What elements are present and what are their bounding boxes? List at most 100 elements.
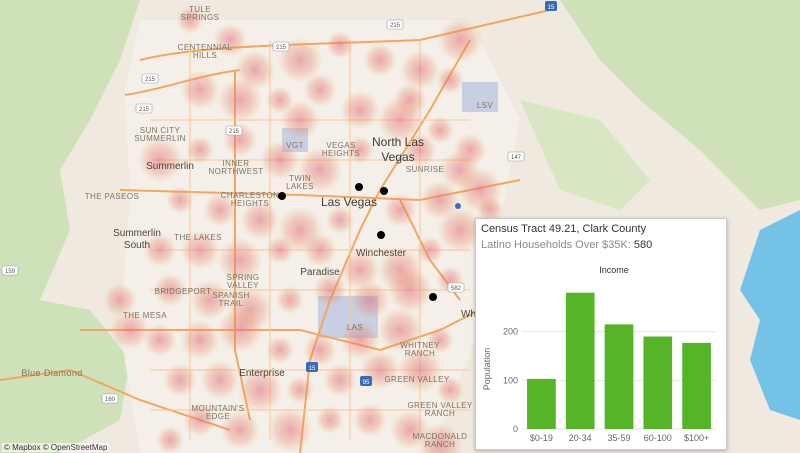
x-tick-label: 35-59 xyxy=(607,433,630,443)
area-label-centennial-2: HILLS xyxy=(193,51,217,60)
shield-95 xyxy=(360,376,372,386)
heat-blob xyxy=(387,267,433,313)
area-label-spanish-2: TRAIL xyxy=(219,299,244,308)
heat-blob xyxy=(200,360,240,400)
heat-blob xyxy=(326,206,354,234)
area-label-mesa: THE MESA xyxy=(123,311,167,320)
area-label-spanish-1: SPANISH xyxy=(212,291,249,300)
tract-marker[interactable] xyxy=(380,187,388,195)
shield-147 xyxy=(507,151,525,162)
city-label-enterprise: Enterprise xyxy=(239,368,285,379)
x-tick-label: $0-19 xyxy=(530,433,553,443)
heat-blob xyxy=(180,70,220,110)
area-label-sunrise: SUNRISE xyxy=(406,165,444,174)
shield-582 xyxy=(447,282,465,293)
area-label-suncity-2: SUMMERLIN xyxy=(134,134,186,143)
airport-label-lsv: LSV xyxy=(477,101,494,110)
tract-marker[interactable] xyxy=(278,192,286,200)
x-ticks: $0-19 20-34 35-59 60-100 $100+ xyxy=(530,433,709,443)
area-label-mountains-2: EDGE xyxy=(206,412,230,421)
area-label-inner-2: NORTHWEST xyxy=(208,167,263,176)
area-label-centennial-1: CENTENNIAL xyxy=(178,43,233,52)
bar-20-34[interactable] xyxy=(565,292,595,429)
chart-bars xyxy=(527,292,711,429)
heat-blob xyxy=(143,323,177,357)
heat-blob xyxy=(266,336,294,364)
heat-blob xyxy=(476,196,504,224)
markers[interactable] xyxy=(278,183,461,301)
heat-blob xyxy=(237,367,283,413)
city-labels: Las Vegas North Las Vegas Winchester Par… xyxy=(21,135,424,379)
area-label-gvranch-1: GREEN VALLEY xyxy=(407,401,472,410)
area-label-whitney-2: RANCH xyxy=(405,349,435,358)
area-label-inner-1: INNER xyxy=(223,159,250,168)
bar-35-59[interactable] xyxy=(604,324,634,429)
heat-blob xyxy=(297,147,343,193)
heat-blob xyxy=(377,97,423,143)
heat-blob xyxy=(213,23,247,57)
heat-blob xyxy=(416,236,444,264)
city-label-north-las-vegas-1: North Las xyxy=(372,135,424,149)
heat-blob xyxy=(137,137,183,183)
heat-blob xyxy=(280,100,320,140)
city-label-paradise: Paradise xyxy=(300,267,340,278)
airport-label-las: LAS xyxy=(347,323,363,332)
heat-blob xyxy=(103,283,137,317)
tooltip-panel: Census Tract 49.21, Clark County Latino … xyxy=(475,218,727,450)
shield-159-label: 159 xyxy=(5,269,16,275)
y-tick-label: 100 xyxy=(503,375,518,385)
area-label-vegasheights-2: HEIGHTS xyxy=(322,149,360,158)
city-label-blue-diamond: Blue Diamond xyxy=(21,368,82,378)
shield-147-label: 147 xyxy=(511,155,522,161)
area-label-charleston-1: CHARLESTON xyxy=(221,191,280,200)
income-chart: Income Population 0 100 200 $0-19 20-34 35-5… xyxy=(482,265,716,443)
heat-blob xyxy=(346,136,374,164)
heat-blob xyxy=(403,133,437,167)
bar-$0-19[interactable] xyxy=(527,378,556,429)
shield-215-top xyxy=(272,41,290,52)
park-area-southwest xyxy=(0,300,130,453)
heat-blob xyxy=(143,233,177,267)
heat-blob xyxy=(220,410,260,450)
heat-blob xyxy=(217,307,263,353)
tract-marker[interactable] xyxy=(355,183,363,191)
shield-159 xyxy=(1,265,19,276)
park-area-west xyxy=(0,0,140,330)
location-marker[interactable] xyxy=(455,203,461,209)
bar-$100+[interactable] xyxy=(682,342,711,429)
y-ticks: 0 100 200 xyxy=(503,327,518,434)
heat-blob xyxy=(323,363,357,397)
map-attribution[interactable]: © Mapbox © OpenStreetMap xyxy=(2,443,110,452)
shield-95-label: 95 xyxy=(363,380,370,386)
x-tick-label: $100+ xyxy=(684,433,709,443)
area-label-vegasheights-1: VEGAS xyxy=(326,141,356,150)
heat-blob xyxy=(176,6,204,34)
heat-blob xyxy=(436,66,464,94)
heat-blob xyxy=(303,333,337,367)
heat-blob xyxy=(383,193,417,227)
city-label-north-las-vegas-2: Vegas xyxy=(381,150,414,164)
heat-blob xyxy=(267,407,313,453)
heat-blob xyxy=(303,73,337,107)
tooltip-metric: Latino Households Over $35K: 580 xyxy=(481,239,652,251)
city-label-las-vegas: Las Vegas xyxy=(321,195,377,209)
area-label-lakes: THE LAKES xyxy=(174,233,222,242)
area-label-twin-1: TWIN xyxy=(289,174,311,183)
heat-blob xyxy=(183,403,217,437)
heat-blob xyxy=(303,233,337,267)
bar-60-100[interactable] xyxy=(643,336,673,429)
area-label-macdonald-2: RANCH xyxy=(425,440,455,449)
heat-blob xyxy=(313,273,347,307)
tract-marker[interactable] xyxy=(377,231,385,239)
heat-blob xyxy=(436,376,464,404)
heat-blob xyxy=(156,426,184,453)
heat-blob xyxy=(217,77,263,123)
area-label-bridgeport: BRIDGEPORT xyxy=(155,287,212,296)
heat-blob xyxy=(353,403,387,437)
shield-15-ne-label: 15 xyxy=(548,5,555,11)
heat-blob xyxy=(276,286,304,314)
tract-marker-selected[interactable] xyxy=(429,293,437,301)
shield-215-nw xyxy=(141,73,159,84)
shield-160-label: 160 xyxy=(105,397,116,403)
